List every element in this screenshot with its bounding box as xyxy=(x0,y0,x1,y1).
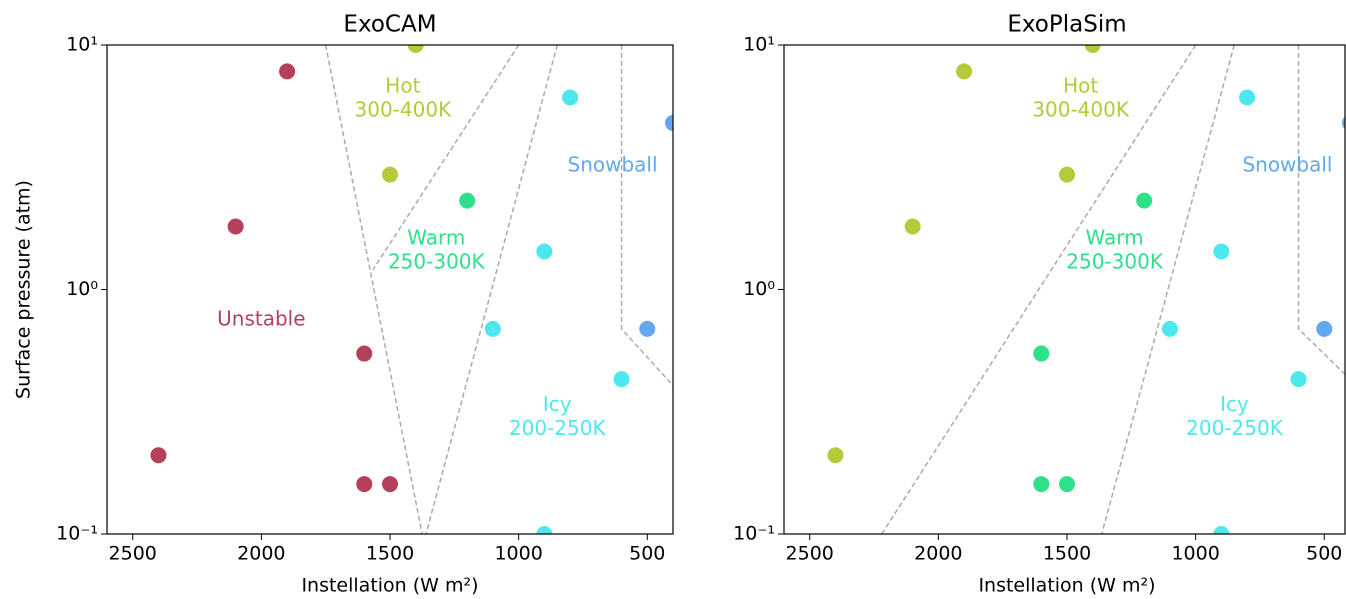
chart-title: ExoCAM xyxy=(343,12,436,38)
x-tick-label: 2500 xyxy=(109,543,157,565)
boundary-line xyxy=(1297,45,1345,376)
annotation: 300-400K xyxy=(355,98,453,122)
plot-area xyxy=(150,45,673,534)
annotation: Warm xyxy=(407,225,465,249)
x-axis-label: Instellation (W m²) xyxy=(978,575,1155,597)
x-tick-label: 2500 xyxy=(786,543,834,565)
x-tick-label: 2000 xyxy=(914,543,962,565)
annotation: Warm xyxy=(1086,225,1144,249)
point xyxy=(1161,320,1178,337)
boundary-line xyxy=(372,45,520,271)
annotation: 300-400K xyxy=(1032,98,1130,122)
annotation: 200-250K xyxy=(1186,416,1284,440)
boundary-line xyxy=(324,45,423,534)
point xyxy=(356,476,373,493)
point xyxy=(827,447,844,464)
point xyxy=(1059,476,1075,493)
point xyxy=(1342,116,1345,130)
point xyxy=(956,63,973,80)
x-tick-label: 1000 xyxy=(494,543,542,565)
x-tick-label: 1500 xyxy=(366,543,414,565)
y-tick-label: 10¹ xyxy=(66,34,98,56)
point xyxy=(536,526,553,534)
annotation: 250-300K xyxy=(1066,249,1164,273)
point xyxy=(1213,243,1230,260)
annotation: Hot xyxy=(385,74,420,98)
point xyxy=(1084,45,1101,53)
point xyxy=(1136,192,1153,209)
annotation: Hot xyxy=(1063,74,1098,98)
boundary-line xyxy=(881,45,1197,534)
x-tick-label: 1000 xyxy=(1171,543,1219,565)
annotation: Snowball xyxy=(568,152,658,176)
point xyxy=(356,345,373,362)
y-axis-label: Surface pressure (atm) xyxy=(13,180,35,399)
y-tick-label: 10¹ xyxy=(743,34,775,56)
annotation: 250-300K xyxy=(388,249,486,273)
point xyxy=(1316,320,1333,337)
boundary-line xyxy=(1101,45,1235,534)
point xyxy=(227,218,244,235)
point xyxy=(382,166,398,183)
point xyxy=(1033,476,1050,493)
chart-title: ExoPlaSim xyxy=(1007,12,1126,38)
boundary-line xyxy=(425,45,558,534)
point xyxy=(1033,345,1050,362)
point xyxy=(382,476,398,493)
x-tick-label: 1500 xyxy=(1043,543,1091,565)
point xyxy=(459,192,476,209)
x-axis-label: Instellation (W m²) xyxy=(301,575,478,597)
point xyxy=(279,63,296,80)
point xyxy=(1213,526,1230,534)
plot-area xyxy=(827,45,1345,534)
point xyxy=(562,89,579,106)
annotation: 200-250K xyxy=(509,416,607,440)
annotation: Icy xyxy=(1220,392,1249,416)
annotation: Snowball xyxy=(1242,152,1332,176)
y-tick-label: 10⁻¹ xyxy=(733,523,775,545)
point xyxy=(1239,89,1256,106)
point xyxy=(1059,166,1075,183)
point xyxy=(665,114,673,131)
y-tick-label: 10⁻¹ xyxy=(56,523,98,545)
x-tick-label: 500 xyxy=(1306,543,1342,565)
annotation: Icy xyxy=(543,392,572,416)
y-tick-label: 10⁰ xyxy=(66,278,98,300)
point xyxy=(484,320,501,337)
point xyxy=(1290,371,1307,388)
point xyxy=(904,218,921,235)
point xyxy=(639,320,656,337)
point xyxy=(150,447,167,464)
y-tick-label: 10⁰ xyxy=(743,278,775,300)
point xyxy=(536,243,553,260)
x-tick-label: 500 xyxy=(629,543,665,565)
annotation: Unstable xyxy=(217,307,305,331)
point xyxy=(613,371,630,388)
point xyxy=(407,45,424,53)
x-tick-label: 2000 xyxy=(237,543,285,565)
boundary-line xyxy=(620,45,673,386)
